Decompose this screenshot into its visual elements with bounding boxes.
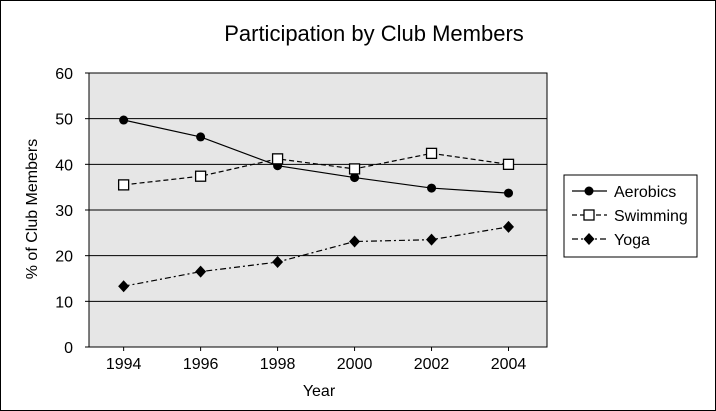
x-tick-label: 2000 (337, 356, 373, 373)
data-point-swimming (425, 147, 438, 160)
x-axis-label: Year (303, 383, 336, 400)
data-point-swimming (194, 170, 207, 182)
legend-marker-aerobics (584, 186, 594, 196)
legend: Aerobics Swimming Yoga (563, 174, 698, 258)
y-tick-label: 10 (55, 294, 73, 311)
data-point-swimming (348, 163, 361, 175)
y-tick-label: 30 (55, 203, 73, 220)
data-point-yoga (503, 220, 515, 233)
x-tick-label: 1996 (183, 356, 219, 373)
y-axis-label: % of Club Members (24, 139, 41, 280)
series-lines (123, 119, 509, 287)
x-tick-label: 2004 (491, 356, 527, 373)
x-tick-label: 1994 (106, 356, 142, 373)
legend-label-yoga: Yoga (614, 232, 650, 249)
chart-title: Participation by Club Members (224, 21, 524, 46)
data-point-yoga (349, 235, 361, 248)
data-point-swimming (271, 153, 284, 165)
data-point-aerobics (196, 132, 206, 142)
data-point-aerobics (350, 173, 360, 183)
legend-marker-swimming (583, 209, 595, 221)
data-point-aerobics (504, 188, 514, 198)
x-tick-label: 1998 (260, 356, 296, 373)
y-tick-label: 50 (55, 112, 73, 129)
y-tick-label: 20 (55, 249, 73, 266)
data-point-yoga (272, 256, 284, 269)
y-tick-label: 60 (55, 66, 73, 83)
series-line-yoga (123, 226, 509, 287)
data-point-aerobics (119, 115, 129, 125)
data-point-swimming (502, 158, 515, 170)
series-line-swimming (123, 152, 509, 186)
data-point-yoga (195, 265, 207, 278)
data-point-yoga (426, 233, 438, 246)
gridlines (89, 118, 547, 302)
y-axis-ticks: 0 10 20 30 40 50 60 (55, 66, 89, 357)
legend-label-swimming: Swimming (614, 208, 688, 225)
legend-marker-yoga (583, 233, 595, 245)
data-point-swimming (117, 179, 130, 191)
x-tick-label: 2002 (414, 356, 450, 373)
series-markers (117, 115, 515, 293)
y-tick-label: 40 (55, 157, 73, 174)
x-axis-ticks: 1994 1996 1998 2000 2002 2004 (106, 347, 527, 373)
y-tick-label: 0 (64, 340, 73, 357)
legend-label-aerobics: Aerobics (614, 184, 676, 201)
data-point-aerobics (427, 183, 437, 193)
series-line-aerobics (123, 119, 509, 194)
data-point-yoga (118, 280, 130, 293)
